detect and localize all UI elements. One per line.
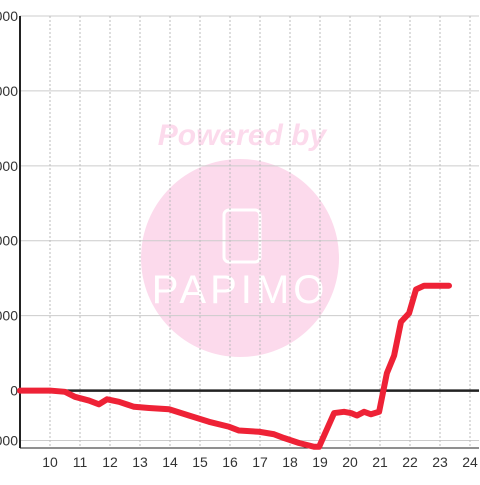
x-tick-label: 21 xyxy=(372,454,388,470)
watermark-title: Powered by xyxy=(158,119,328,152)
watermark-brand: PAPIMO xyxy=(152,268,329,312)
x-tick-label: 16 xyxy=(222,454,238,470)
series-line xyxy=(17,282,452,450)
y-tick-label: 0 xyxy=(10,383,18,399)
x-tick-label: 12 xyxy=(102,454,118,470)
y-tick-label: 120,000 xyxy=(0,83,18,99)
y-tick-label: 30,000 xyxy=(0,308,18,324)
x-tick-label: 24 xyxy=(462,454,478,470)
watermark: Powered by PAPIMO xyxy=(141,119,339,357)
x-tick-label: 11 xyxy=(73,454,88,470)
x-tick-label: 17 xyxy=(252,454,268,470)
x-tick-label: 14 xyxy=(162,454,178,470)
x-tick-label: 13 xyxy=(132,454,148,470)
y-tick-label: 60,000 xyxy=(0,233,18,249)
y-tick-label: -20,000 xyxy=(0,433,18,449)
y-tick-label: 150,000 xyxy=(0,8,18,24)
x-tick-label: 22 xyxy=(402,454,418,470)
x-tick-label: 10 xyxy=(42,454,58,470)
x-tick-label: 23 xyxy=(432,454,448,470)
x-tick-label: 19 xyxy=(312,454,328,470)
watermark-circle xyxy=(141,159,339,357)
x-tick-label: 20 xyxy=(342,454,358,470)
x-tick-label: 15 xyxy=(192,454,208,470)
x-tick-label: 18 xyxy=(282,454,298,470)
y-tick-label: 90,000 xyxy=(0,158,18,174)
